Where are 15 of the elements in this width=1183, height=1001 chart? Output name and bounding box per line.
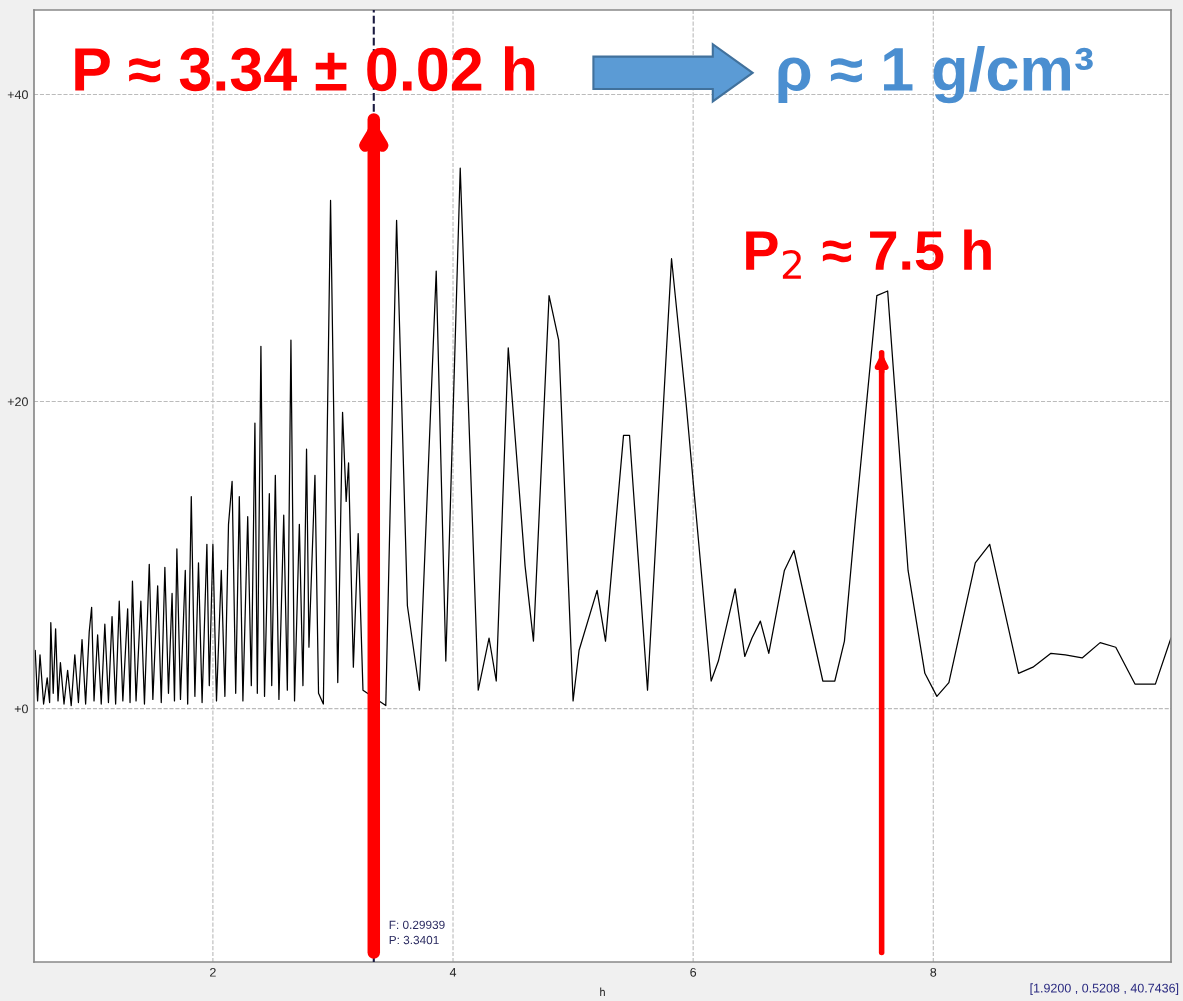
line-series [34,167,1171,707]
annotation: F: 0.29939 [389,920,445,929]
annotation: P ≈ 3.34 ± 0.02 h [75,46,535,92]
y-tick-label: +40 [7,90,28,100]
annotation: P$_{2}$ ≈ 7.5 h [746,229,991,279]
x-tick-label: 4 [449,968,457,977]
text: [1.9200 , 0.5208 , 40.7436] [1030,983,1179,995]
x-axis-title: h [600,987,605,997]
annotation: P: 3.3401 [389,935,439,945]
x-tick-label: 8 [930,967,937,977]
y-tick-label: +0 [14,704,28,714]
x-tick-label: 2 [210,967,216,977]
y-tick-label: +20 [7,397,28,407]
x-tick-label: 6 [690,967,697,977]
annotation: ρ ≈ 1 g/cm³ [778,46,1093,104]
